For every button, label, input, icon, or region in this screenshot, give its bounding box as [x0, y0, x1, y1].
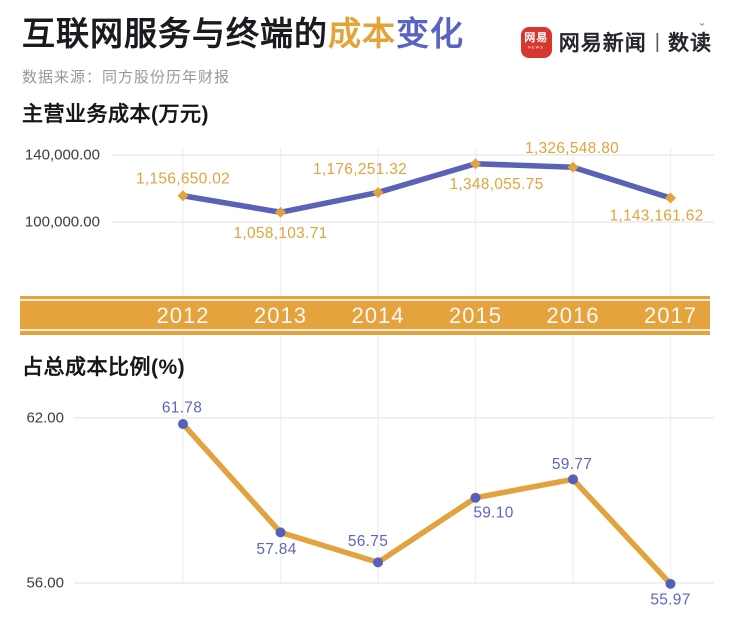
data-point-marker	[470, 158, 481, 170]
data-point-label: 1,326,548.80	[525, 140, 619, 157]
data-point-marker	[275, 206, 286, 218]
sub-brand-text: 数读	[668, 32, 712, 55]
data-point-label: 61.78	[162, 400, 202, 417]
data-point-marker	[568, 474, 578, 485]
ratio-line-chart: 62.00 56.00 61.78 57.84 56.75 59.10 59.77 55.97	[26, 337, 714, 608]
badge-subtext: NEWS	[528, 46, 545, 50]
data-point-label: 59.10	[473, 504, 513, 521]
year-axis-band: 2012 2013 2014 2015 2016 2017	[20, 296, 710, 335]
data-point-label: 1,156,650.02	[136, 170, 230, 187]
year-label: 2016	[546, 303, 600, 328]
band-top-line	[20, 299, 710, 301]
year-label: 2013	[254, 303, 307, 328]
brand-name: 网易新闻	[558, 32, 647, 55]
data-source: 数据来源：同方股份历年财报	[22, 69, 231, 86]
data-point-marker	[665, 578, 676, 589]
badge-text: 网易	[524, 32, 549, 44]
data-point-marker	[372, 186, 384, 198]
sub-brand-name: 数读 ˇ	[668, 21, 712, 57]
data-point-label: 56.75	[348, 533, 388, 550]
cost-line-chart: 140,000.00 100,000.00 1,156,650.02 1,058,10…	[25, 140, 714, 297]
netease-badge-icon: 网易 NEWS	[520, 26, 552, 58]
y-axis-tick-label: 62.00	[26, 410, 64, 427]
data-point-label: 57.84	[256, 541, 296, 558]
data-point-marker	[178, 419, 188, 430]
data-point-label: 1,143,161.62	[609, 208, 703, 225]
chart-title-cost: 主营业务成本(万元)	[22, 103, 209, 126]
netease-logo: 网易 NEWS 网易新闻 | 数读 ˇ	[520, 21, 712, 58]
data-point-label: 55.97	[650, 591, 690, 608]
brand-divider: |	[654, 30, 660, 53]
trend-line	[180, 160, 674, 216]
year-labels: 2012 2013 2014 2015 2016 2017	[20, 296, 710, 335]
data-point-marker	[470, 492, 481, 503]
data-point-marker	[177, 190, 189, 202]
title-black-part: 互联网服务与终端的	[22, 15, 328, 52]
data-point-label: 1,176,251.32	[313, 161, 407, 178]
data-point-marker	[275, 527, 286, 538]
y-axis-tick-label: 56.00	[26, 575, 64, 592]
title-blue-part: 变化	[396, 15, 464, 52]
chart-title-ratio: 占总成本比例(%)	[22, 356, 186, 379]
year-label: 2014	[351, 303, 405, 328]
data-point-marker	[567, 161, 579, 173]
data-point-label: 1,348,055.75	[449, 176, 543, 193]
data-point-marker	[665, 192, 676, 204]
y-axis-tick-label: 140,000.00	[25, 147, 100, 164]
accent-mark-icon: ˇ	[699, 21, 705, 36]
page-title: 互联网服务与终端的成本变化	[22, 14, 464, 54]
data-point-marker	[373, 557, 383, 568]
data-point-label: 1,058,103.71	[233, 225, 327, 242]
trend-line	[180, 421, 674, 587]
year-label: 2012	[156, 303, 210, 328]
band-bottom-line	[20, 329, 710, 331]
y-axis-tick-label: 100,000.00	[25, 214, 100, 231]
title-gold-part: 成本	[328, 15, 396, 52]
year-label: 2015	[449, 303, 502, 328]
year-label: 2017	[644, 303, 697, 328]
data-point-label: 59.77	[552, 456, 592, 473]
band-background	[20, 296, 710, 335]
